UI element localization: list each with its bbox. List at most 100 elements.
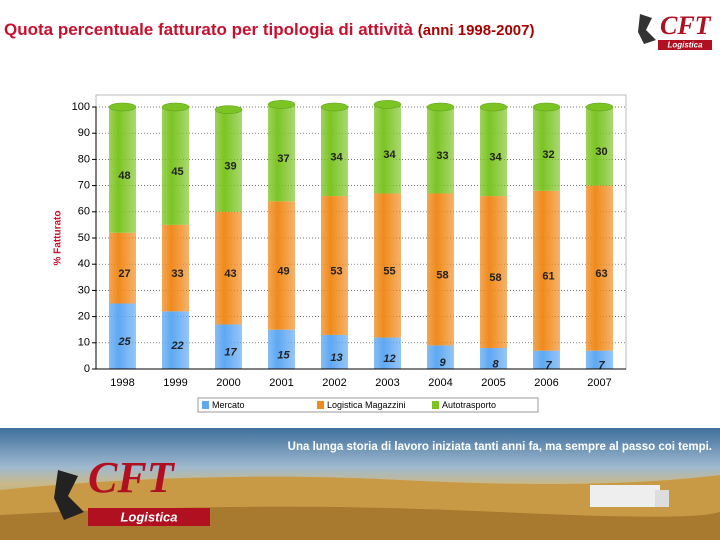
value-label: 45 [171, 166, 183, 178]
bar-segment [374, 104, 401, 194]
x-tick-label: 2007 [587, 377, 611, 389]
y-tick-label: 50 [78, 232, 90, 244]
bar-segment [427, 193, 454, 346]
value-label: 63 [595, 268, 607, 280]
legend-label: Mercato [212, 400, 245, 410]
logo-top: CFT Logistica [638, 11, 712, 50]
title-years: (anni 1998-2007) [417, 22, 535, 39]
value-label: 37 [277, 153, 289, 165]
bar-segment [215, 211, 242, 325]
value-label: 25 [117, 336, 131, 348]
value-label: 33 [436, 150, 448, 162]
value-label: 58 [436, 269, 448, 281]
y-tick-label: 20 [78, 311, 90, 323]
y-tick-label: 80 [78, 153, 90, 165]
value-label: 22 [170, 340, 183, 352]
bar-segment [374, 193, 401, 338]
bar-cap [320, 102, 349, 112]
bar-segment [533, 350, 560, 369]
x-tick-label: 2003 [375, 377, 399, 389]
value-label: 49 [277, 265, 289, 277]
value-label: 34 [330, 151, 343, 163]
y-tick-label: 90 [78, 127, 90, 139]
bar-segment [321, 196, 348, 335]
y-tick-label: 10 [78, 337, 90, 349]
legend-swatch [317, 401, 324, 409]
value-label: 58 [489, 272, 501, 284]
bar-segment [586, 107, 613, 186]
value-label: 32 [542, 149, 554, 161]
legend: Mercato Logistica Magazzini Autotrasporto [197, 397, 539, 413]
y-axis-label: % Fatturato [53, 211, 64, 266]
legend-label: Autotrasporto [442, 400, 496, 410]
value-label: 61 [542, 271, 554, 283]
value-label: 8 [492, 358, 499, 370]
legend-swatch [202, 401, 209, 409]
bar-cap [479, 102, 508, 112]
x-tick-label: 2000 [216, 377, 240, 389]
value-label: 43 [224, 268, 236, 280]
value-label: 34 [383, 149, 396, 161]
value-label: 7 [598, 360, 605, 372]
y-tick-label: 40 [78, 258, 90, 270]
y-tick-label: 0 [84, 363, 90, 375]
value-label: 15 [277, 349, 290, 361]
bar-segment [109, 232, 136, 304]
legend-box [197, 397, 539, 413]
value-label: 7 [545, 360, 552, 372]
bar-segment [533, 107, 560, 191]
banner-truck-cab [655, 490, 669, 507]
bar-segment [586, 185, 613, 351]
banner-logo-mark: CFT [88, 453, 176, 502]
bar-cap [373, 100, 402, 109]
bar-segment [109, 107, 136, 233]
bar-segment [162, 311, 189, 369]
y-tick-label: 30 [78, 284, 90, 296]
banner-logo-band [88, 508, 210, 526]
bar-segment [268, 329, 295, 369]
value-label: 27 [118, 268, 130, 280]
banner: Una lunga storia di lavoro iniziata tant… [0, 428, 720, 540]
bar-segment [374, 337, 401, 369]
bar-cap [161, 102, 190, 112]
bar-cap [585, 102, 614, 112]
bar-segment [427, 345, 454, 369]
logo-mark: CFT [660, 11, 712, 40]
bar-segment [480, 348, 507, 369]
x-tick-label: 2004 [428, 377, 452, 389]
x-tick-label: 2001 [269, 377, 293, 389]
legend-label: Logistica Magazzini [327, 400, 406, 410]
bar-segment [215, 324, 242, 369]
bar-segment [215, 109, 242, 212]
bar-segment [162, 107, 189, 225]
banner-slogan: Una lunga storia di lavoro iniziata tant… [288, 441, 712, 453]
logo-sub: Logistica [667, 41, 703, 50]
x-tick-label: 1998 [110, 377, 134, 389]
banner-logo-icon [54, 470, 84, 520]
y-tick-label: 100 [72, 101, 90, 113]
value-label: 17 [224, 347, 237, 359]
x-tick-label: 2006 [534, 377, 558, 389]
value-label: 48 [118, 170, 130, 182]
bar-cap [214, 105, 243, 114]
value-label: 53 [330, 265, 342, 277]
bar-segment [480, 196, 507, 349]
value-label: 12 [383, 353, 395, 365]
bar-segment [427, 107, 454, 194]
value-label: 55 [383, 265, 395, 277]
value-label: 34 [489, 151, 502, 163]
banner-truck [590, 485, 660, 507]
value-label: 13 [330, 352, 342, 364]
bar-segment [321, 334, 348, 369]
value-label: 39 [224, 161, 236, 173]
bar-segment [268, 201, 295, 330]
y-tick-label: 60 [78, 206, 90, 218]
bar-segment [321, 107, 348, 197]
bar-cap [267, 100, 296, 109]
x-tick-label: 2005 [481, 377, 505, 389]
x-tick-label: 2002 [322, 377, 346, 389]
banner-logo-sub: Logistica [120, 509, 177, 524]
title-text: Quota percentuale fatturato per tipologi… [4, 20, 413, 39]
